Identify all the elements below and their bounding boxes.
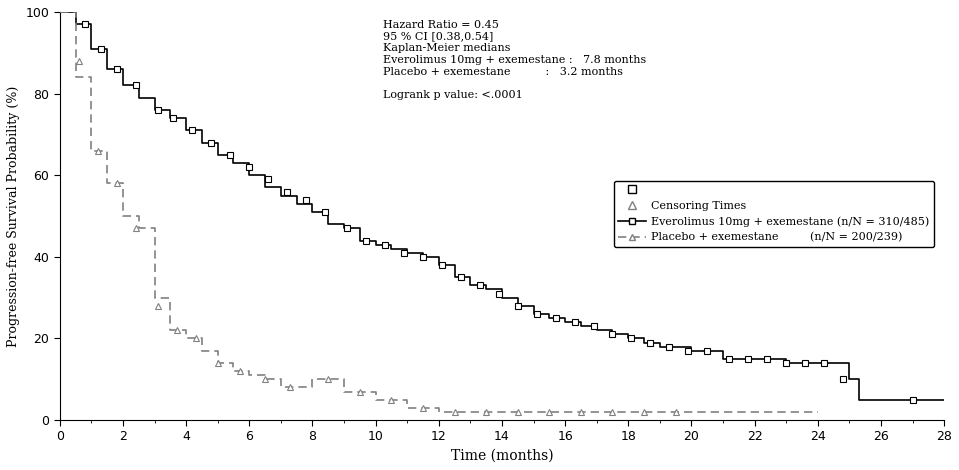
Y-axis label: Progression-free Survival Probability (%): Progression-free Survival Probability (%… [7, 86, 20, 347]
Text: Hazard Ratio = 0.45
95 % CI [0.38,0.54]
Kaplan-Meier medians
Everolimus 10mg + e: Hazard Ratio = 0.45 95 % CI [0.38,0.54] … [383, 20, 645, 100]
X-axis label: Time (months): Time (months) [451, 449, 553, 463]
Legend:   , Censoring Times, Everolimus 10mg + exemestane (n/N = 310/485), Placebo + exe: , Censoring Times, Everolimus 10mg + exe… [614, 181, 934, 247]
